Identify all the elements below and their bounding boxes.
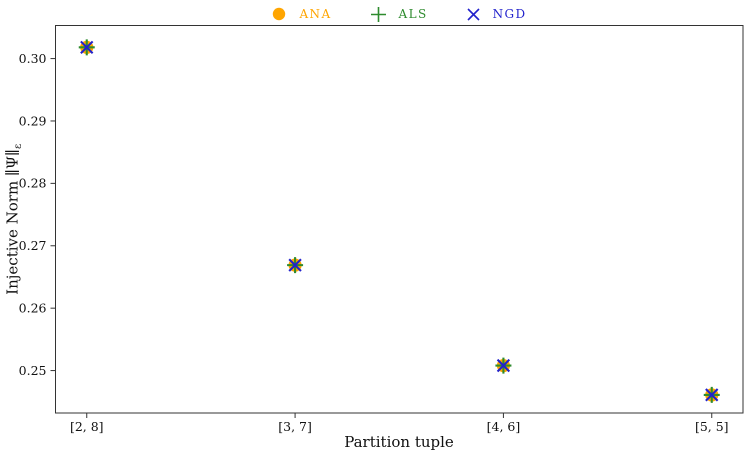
legend-label-ngd: NGD (492, 7, 527, 21)
y-axis-label: Injective Norm ∥Ψ∥ε (3, 143, 24, 295)
marker-x (496, 358, 511, 373)
plot-spines (55, 25, 744, 414)
x-tick-label: [3, 7] (278, 419, 312, 434)
y-tick-label: 0.28 (19, 176, 47, 191)
y-axis-label-wrap: Injective Norm ∥Ψ∥ε (0, 25, 27, 413)
marker-x (288, 258, 302, 272)
marker-x (80, 40, 94, 54)
legend-item-ana: ANA (271, 6, 331, 22)
legend: ANA ALS NGD (55, 3, 743, 25)
x-tick-label: [4, 6] (487, 419, 521, 434)
circle-marker-icon (271, 6, 287, 22)
x-tick-label: [5, 5] (695, 419, 729, 434)
x-axis-label: Partition tuple (344, 433, 454, 451)
x-tick-label: [2, 8] (70, 419, 104, 434)
y-tick-label: 0.25 (19, 363, 47, 378)
series-ngd (80, 40, 719, 402)
legend-label-als: ALS (398, 7, 428, 21)
series-ana (80, 40, 719, 402)
x-marker-icon (466, 7, 481, 22)
series-als (78, 39, 720, 403)
y-tick-label: 0.30 (19, 51, 47, 66)
marker-x (705, 388, 719, 402)
y-tick-label: 0.29 (19, 113, 47, 128)
y-tick-label: 0.26 (19, 300, 47, 315)
legend-item-als: ALS (370, 6, 428, 23)
plus-marker-icon (370, 6, 387, 23)
legend-item-ngd: NGD (466, 7, 527, 22)
y-tick-label: 0.27 (19, 238, 47, 253)
legend-label-ana: ANA (299, 7, 332, 21)
